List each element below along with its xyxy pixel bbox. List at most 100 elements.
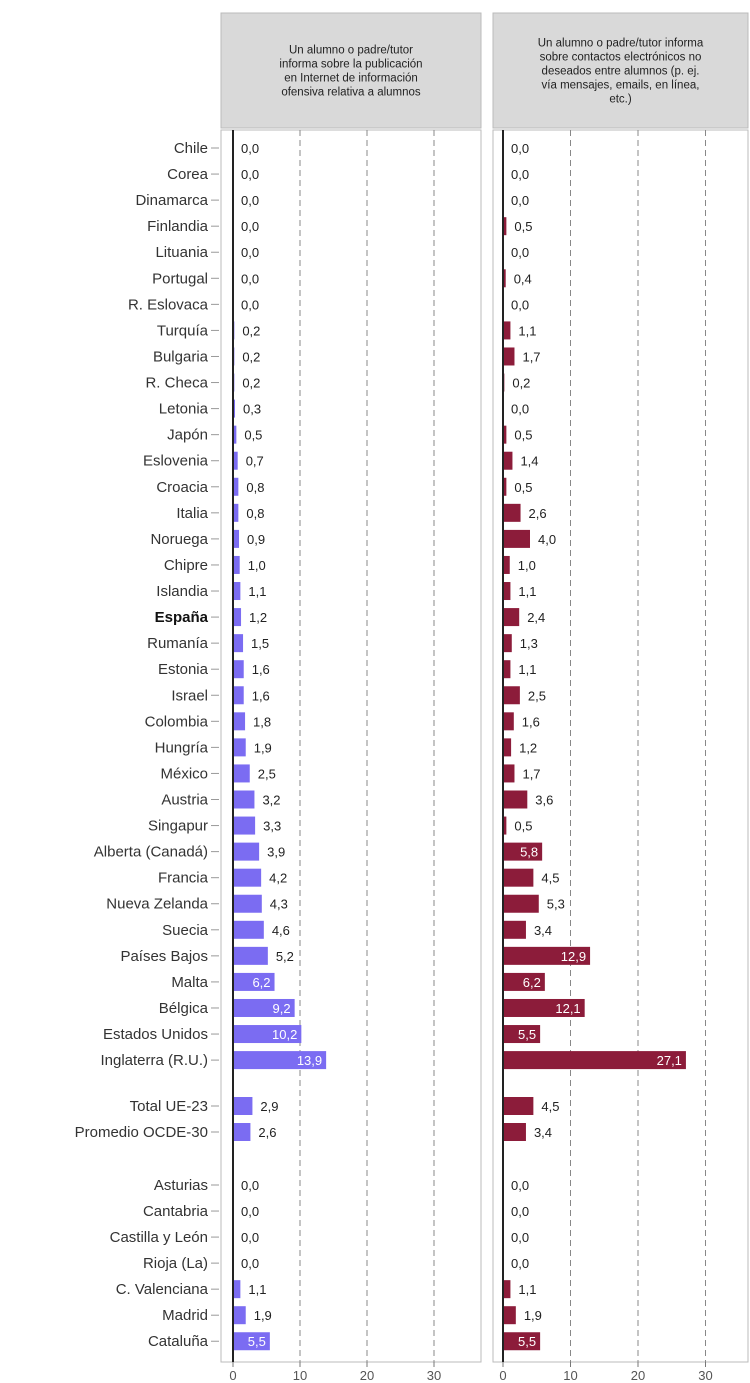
data-label: 1,8 — [253, 714, 271, 729]
category-label: Bélgica — [159, 1000, 209, 1017]
category-label: Estonia — [158, 661, 209, 678]
bar — [503, 816, 507, 835]
bar — [233, 582, 241, 601]
category-label: Croacia — [156, 479, 208, 496]
category-label: Cantabria — [143, 1203, 209, 1220]
bar — [233, 1123, 251, 1141]
bar — [233, 1025, 302, 1044]
panel-header-text: Un alumno o padre/tutor informa sobre la … — [279, 45, 422, 99]
data-label: 1,1 — [518, 584, 536, 599]
data-label: 1,1 — [248, 584, 266, 599]
panel-frame — [220, 129, 482, 1363]
x-tick-label: 20 — [631, 1368, 645, 1383]
data-label: 0,0 — [511, 1256, 529, 1271]
data-label: 4,3 — [270, 897, 288, 912]
category-label: Rumanía — [147, 635, 209, 652]
bar — [503, 451, 513, 470]
bar — [233, 764, 250, 783]
data-label: 0,0 — [241, 1178, 259, 1193]
bar — [503, 1097, 534, 1115]
data-label: 0,2 — [512, 376, 530, 391]
data-label: 1,9 — [254, 1308, 272, 1323]
data-label: 0,8 — [246, 506, 264, 521]
data-label: 1,9 — [254, 740, 272, 755]
data-label: 0,0 — [511, 141, 529, 156]
data-label: 0,0 — [241, 1256, 259, 1271]
data-label: 1,1 — [518, 323, 536, 338]
data-label: 5,5 — [248, 1334, 266, 1349]
data-label: 4,5 — [541, 871, 559, 886]
data-label: 0,0 — [241, 141, 259, 156]
data-label: 2,5 — [528, 688, 546, 703]
category-label: Colombia — [145, 713, 209, 730]
category-label: España — [155, 609, 209, 626]
bar — [233, 920, 264, 939]
data-label: 0,0 — [241, 1230, 259, 1245]
data-label: 3,6 — [535, 793, 553, 808]
bar — [503, 582, 511, 601]
category-label: Islandia — [156, 583, 208, 600]
category-label: Dinamarca — [135, 192, 208, 209]
bar — [503, 503, 521, 522]
data-label: 1,5 — [251, 636, 269, 651]
data-label: 0,0 — [511, 245, 529, 260]
category-label: Promedio OCDE-30 — [75, 1124, 208, 1141]
category-label: Malta — [171, 974, 208, 991]
data-label: 4,0 — [538, 532, 556, 547]
bar — [233, 946, 268, 965]
bar — [503, 946, 591, 965]
data-label: 2,6 — [258, 1125, 276, 1140]
data-label: 0,5 — [514, 219, 532, 234]
bar — [233, 425, 237, 444]
data-label: 1,0 — [248, 558, 266, 573]
category-label: Lituania — [155, 244, 208, 261]
data-label: 5,8 — [520, 845, 538, 860]
category-label: Chipre — [164, 557, 208, 574]
data-label: 0,0 — [241, 1204, 259, 1219]
category-label: Italia — [176, 505, 208, 522]
bar — [503, 555, 510, 574]
panel-header-box — [492, 12, 749, 129]
data-label: 1,1 — [518, 1282, 536, 1297]
data-label: 4,5 — [541, 1099, 559, 1114]
category-label: Castilla y León — [110, 1229, 208, 1246]
data-label: 12,9 — [561, 949, 586, 964]
bar — [503, 425, 507, 444]
data-label: 1,6 — [252, 662, 270, 677]
x-tick-label: 10 — [293, 1368, 307, 1383]
data-label: 0,0 — [241, 271, 259, 286]
data-label: 1,3 — [520, 636, 538, 651]
data-label: 0,2 — [242, 376, 260, 391]
x-tick-label: 10 — [563, 1368, 577, 1383]
category-label: Hungría — [155, 739, 209, 756]
category-label: México — [160, 765, 208, 782]
data-label: 4,6 — [272, 923, 290, 938]
bar — [503, 608, 520, 627]
x-tick-label: 30 — [427, 1368, 441, 1383]
bar — [503, 217, 507, 236]
data-label: 0,5 — [514, 480, 532, 495]
bar — [233, 972, 275, 991]
data-label: 0,0 — [241, 297, 259, 312]
data-label: 2,6 — [529, 506, 547, 521]
data-label: 1,7 — [522, 349, 540, 364]
data-label: 0,4 — [514, 271, 532, 286]
bar — [503, 1280, 511, 1299]
data-label: 3,4 — [534, 923, 552, 938]
category-label: C. Valenciana — [116, 1281, 209, 1298]
category-label: R. Eslovaca — [128, 296, 209, 313]
category-label: Turquía — [157, 322, 209, 339]
category-label: Cataluña — [148, 1333, 209, 1350]
category-label: Chile — [174, 140, 208, 157]
bar — [233, 1051, 327, 1070]
data-label: 3,2 — [262, 793, 280, 808]
category-label: Noruega — [150, 531, 208, 548]
data-label: 5,2 — [276, 949, 294, 964]
category-label: Singapur — [148, 818, 208, 835]
bar — [233, 842, 260, 861]
bar — [503, 321, 511, 340]
data-label: 0,0 — [511, 1178, 529, 1193]
data-label: 0,9 — [247, 532, 265, 547]
bar — [503, 790, 528, 809]
